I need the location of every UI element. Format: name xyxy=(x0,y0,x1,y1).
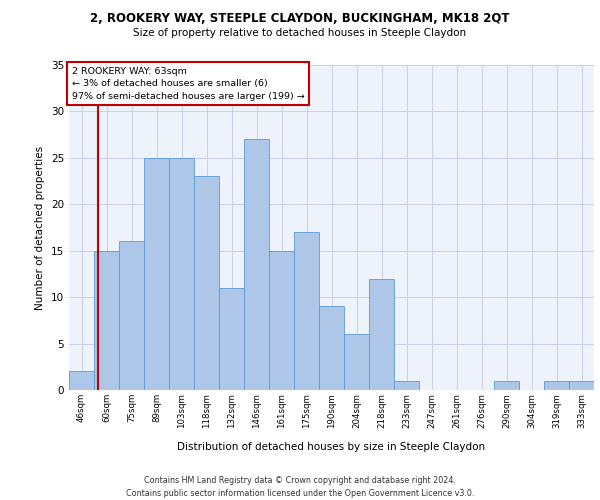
Bar xyxy=(69,372,94,390)
Bar xyxy=(294,232,319,390)
Bar xyxy=(219,288,244,390)
Text: 2, ROOKERY WAY, STEEPLE CLAYDON, BUCKINGHAM, MK18 2QT: 2, ROOKERY WAY, STEEPLE CLAYDON, BUCKING… xyxy=(90,12,510,26)
Bar xyxy=(144,158,169,390)
X-axis label: Distribution of detached houses by size in Steeple Claydon: Distribution of detached houses by size … xyxy=(178,442,485,452)
Bar xyxy=(394,380,419,390)
Bar xyxy=(169,158,194,390)
Bar xyxy=(494,380,519,390)
Bar xyxy=(194,176,219,390)
Bar xyxy=(269,250,294,390)
Text: Contains HM Land Registry data © Crown copyright and database right 2024.
Contai: Contains HM Land Registry data © Crown c… xyxy=(126,476,474,498)
Bar xyxy=(344,334,369,390)
Bar xyxy=(319,306,344,390)
Text: 2 ROOKERY WAY: 63sqm
← 3% of detached houses are smaller (6)
97% of semi-detache: 2 ROOKERY WAY: 63sqm ← 3% of detached ho… xyxy=(71,66,304,100)
Bar xyxy=(544,380,569,390)
Bar xyxy=(569,380,594,390)
Bar xyxy=(244,140,269,390)
Bar xyxy=(119,242,144,390)
Y-axis label: Number of detached properties: Number of detached properties xyxy=(35,146,46,310)
Bar xyxy=(369,278,394,390)
Text: Size of property relative to detached houses in Steeple Claydon: Size of property relative to detached ho… xyxy=(133,28,467,38)
Bar xyxy=(94,250,119,390)
